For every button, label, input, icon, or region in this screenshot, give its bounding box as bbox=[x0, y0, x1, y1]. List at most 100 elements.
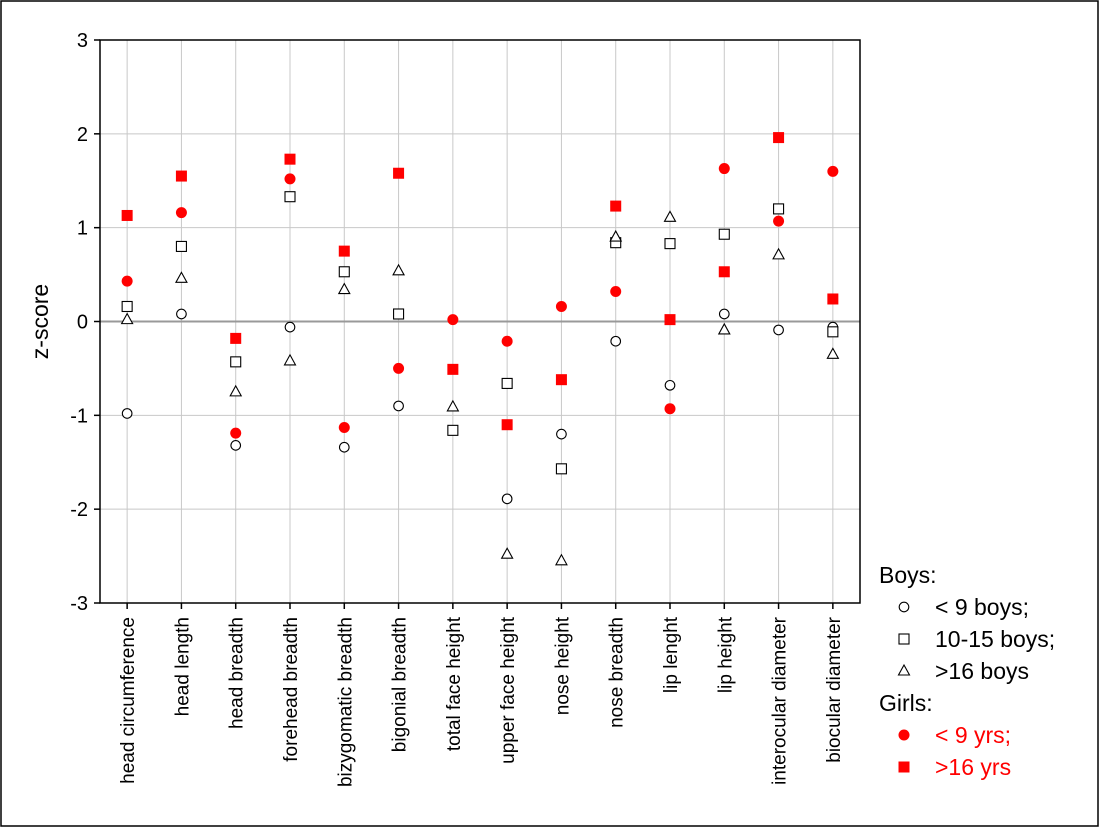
data-point bbox=[284, 173, 296, 185]
x-tick-label: head length bbox=[172, 617, 193, 716]
data-point bbox=[121, 209, 133, 221]
data-point bbox=[121, 275, 133, 287]
data-point bbox=[337, 282, 351, 295]
data-point bbox=[393, 308, 405, 320]
y-axis-ticks: -3 -2 -1 0 1 2 3 bbox=[70, 30, 100, 615]
series-3-points bbox=[120, 210, 840, 566]
data-point bbox=[283, 353, 297, 366]
data-point bbox=[827, 165, 839, 177]
data-point bbox=[175, 170, 187, 182]
y-tick-label: 1 bbox=[77, 218, 88, 240]
data-point bbox=[610, 335, 622, 347]
data-point bbox=[230, 427, 242, 439]
x-tick-label: interocular diameter bbox=[770, 616, 791, 785]
data-point bbox=[718, 228, 730, 240]
data-point bbox=[284, 321, 296, 333]
data-point bbox=[664, 403, 676, 415]
y-tick-label: -1 bbox=[70, 405, 88, 427]
data-point bbox=[717, 322, 731, 335]
data-point bbox=[773, 215, 785, 227]
x-tick-label: nose height bbox=[552, 616, 573, 715]
legend-marker bbox=[897, 663, 911, 676]
data-point bbox=[284, 153, 296, 165]
data-point bbox=[555, 374, 567, 386]
legend-label: 10-15 boys; bbox=[935, 626, 1055, 652]
legend-label: < 9 yrs; bbox=[935, 722, 1011, 748]
data-point bbox=[121, 300, 133, 313]
x-axis-ticks: head circumference head length head breadt… bbox=[118, 603, 845, 787]
x-tick-label: forehead breadth bbox=[281, 617, 302, 762]
series-4-points bbox=[121, 163, 839, 439]
data-point bbox=[773, 132, 785, 144]
y-tick-label: -2 bbox=[70, 499, 88, 521]
data-point bbox=[447, 363, 459, 375]
y-tick-label: 0 bbox=[77, 312, 88, 334]
series-1-points bbox=[121, 308, 839, 505]
data-point bbox=[555, 463, 567, 475]
data-point bbox=[229, 384, 243, 397]
x-tick-label: bizygomatic breadth bbox=[335, 617, 356, 787]
data-point bbox=[610, 200, 622, 212]
data-point bbox=[230, 356, 242, 368]
data-point bbox=[663, 210, 677, 222]
data-point bbox=[174, 271, 188, 283]
legend-group-title: Boys: bbox=[879, 562, 937, 588]
x-tick-label: biocular diameter bbox=[824, 616, 845, 762]
legend-marker bbox=[898, 633, 910, 645]
x-tick-label: total face height bbox=[444, 616, 465, 751]
data-point bbox=[826, 347, 840, 359]
legend-marker bbox=[898, 729, 910, 741]
data-point bbox=[554, 553, 568, 566]
data-point bbox=[392, 263, 406, 276]
data-point bbox=[501, 493, 513, 505]
data-point bbox=[230, 440, 242, 451]
data-point bbox=[446, 399, 460, 412]
data-point bbox=[773, 203, 785, 215]
x-tick-label: nose breadth bbox=[607, 617, 628, 728]
x-tick-label: lip height bbox=[715, 616, 736, 693]
x-tick-label: head breadth bbox=[227, 617, 248, 729]
legend-marker bbox=[898, 761, 910, 773]
data-point bbox=[338, 422, 350, 434]
y-tick-label: -3 bbox=[70, 593, 88, 615]
data-point bbox=[664, 379, 676, 391]
data-point bbox=[447, 314, 459, 326]
data-point bbox=[501, 335, 513, 347]
x-tick-label: head circumference bbox=[118, 617, 139, 784]
data-point bbox=[664, 314, 676, 326]
series-2-points bbox=[121, 191, 839, 475]
data-point bbox=[718, 163, 730, 175]
data-points bbox=[120, 132, 840, 566]
x-tick-label: bigonial breadth bbox=[390, 617, 411, 752]
legend: Boys: < 9 boys; 10-15 boys; >16 boysGirls:<… bbox=[879, 562, 1055, 780]
data-point bbox=[827, 293, 839, 305]
data-point bbox=[664, 238, 676, 250]
data-point bbox=[120, 312, 134, 325]
data-point bbox=[773, 324, 784, 336]
data-point bbox=[501, 419, 513, 431]
data-point bbox=[501, 377, 513, 389]
legend-label: >16 boys bbox=[935, 658, 1029, 684]
series-5-points bbox=[121, 132, 839, 431]
data-point bbox=[338, 266, 350, 278]
data-point bbox=[121, 408, 133, 419]
y-tick-label: 3 bbox=[77, 30, 88, 52]
data-point bbox=[230, 332, 242, 344]
y-tick-label: 2 bbox=[77, 124, 88, 146]
x-tick-label: upper face height bbox=[498, 616, 519, 764]
data-point bbox=[556, 428, 567, 440]
data-point bbox=[175, 207, 187, 219]
legend-marker bbox=[898, 601, 910, 613]
data-point bbox=[447, 424, 459, 436]
x-tick-label: lip lenght bbox=[661, 616, 682, 693]
data-point bbox=[610, 285, 622, 297]
data-point bbox=[772, 247, 786, 260]
data-point bbox=[718, 266, 730, 278]
data-point bbox=[718, 308, 730, 320]
data-point bbox=[176, 308, 187, 320]
data-point bbox=[338, 245, 350, 257]
data-point bbox=[609, 229, 623, 242]
data-point bbox=[284, 191, 296, 203]
